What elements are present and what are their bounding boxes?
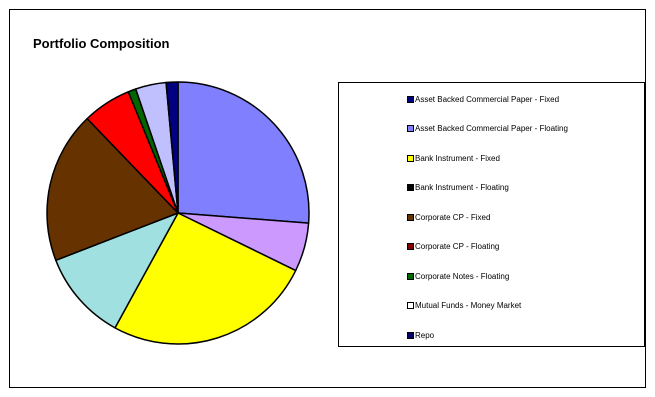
legend-swatch [407,272,414,280]
legend-swatch [407,213,414,221]
legend-label: Mutual Funds - Money Market [415,301,522,310]
pie-slice-9 [165,81,179,214]
pie-slice-4 [55,212,179,329]
legend-label: Repo [415,330,435,340]
legend-label: Asset Backed Commercial Paper - Floating [415,124,568,133]
legend-item: Asset Backed Commercial Paper - Fixed [407,93,559,105]
legend-item: Corporate CP - Floating [407,241,499,253]
pie-slice-1 [177,81,310,224]
legend-label: Corporate CP - Floating [415,242,500,251]
legend-swatch [407,331,414,339]
legend: Asset Backed Commercial Paper - Fixed Ass… [338,82,645,347]
pie-slice-5 [46,117,179,262]
chart-title: Portfolio Composition [33,36,170,51]
legend-swatch [407,95,414,103]
legend-label: Bank Instrument - Floating [415,183,509,192]
legend-label: Corporate CP - Fixed [415,212,491,222]
legend-item: Asset Backed Commercial Paper - Floating [407,123,568,135]
legend-swatch [407,243,414,250]
legend-swatch [407,154,414,162]
legend-item: Corporate Notes - Floating [407,270,509,282]
legend-item: Mutual Funds - Money Market [407,300,521,312]
legend-item: Bank Instrument - Floating [407,182,509,194]
legend-swatch [407,302,414,309]
legend-label: Asset Backed Commercial Paper - Fixed [415,94,560,104]
legend-swatch [407,125,414,132]
legend-item: Repo [407,329,434,341]
legend-label: Bank Instrument - Fixed [415,153,500,163]
legend-item: Bank Instrument - Fixed [407,152,500,164]
legend-item: Corporate CP - Fixed [407,211,490,223]
legend-label: Corporate Notes - Floating [415,271,510,281]
legend-swatch [407,184,414,191]
